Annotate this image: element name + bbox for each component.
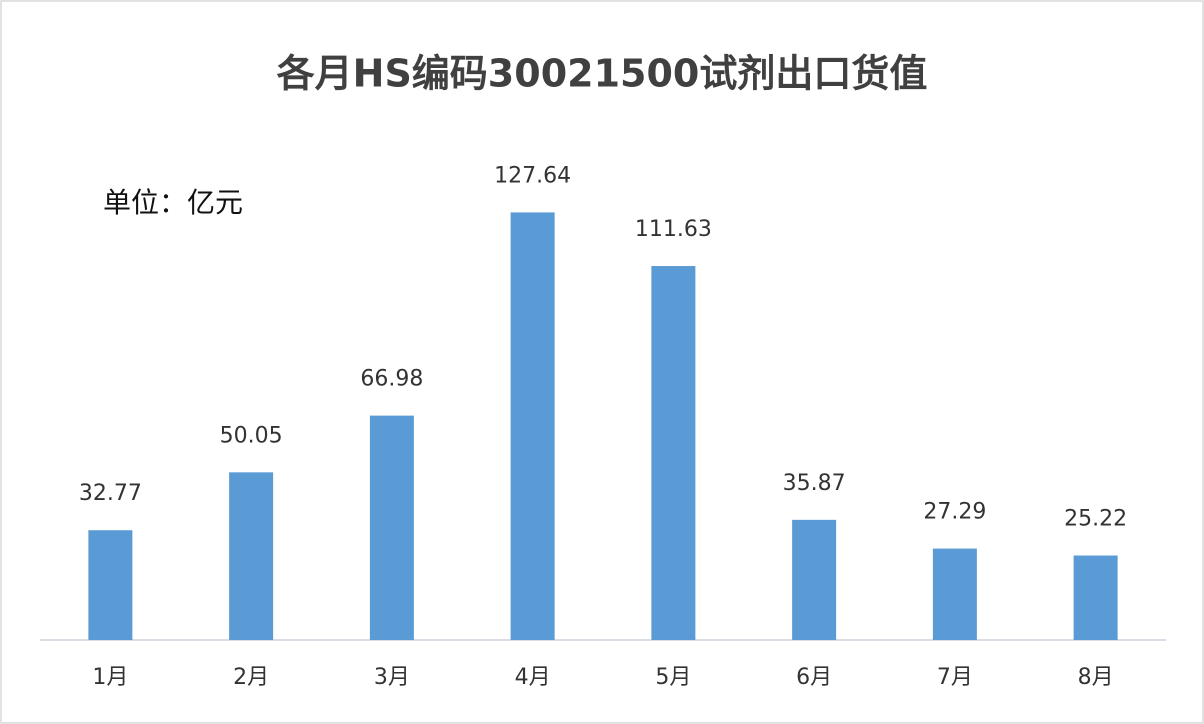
x-tick-label: 8月 [1078, 665, 1114, 690]
x-tick-label: 2月 [233, 665, 269, 690]
x-tick-label: 3月 [374, 665, 410, 690]
data-label: 66.98 [360, 367, 423, 392]
data-label: 111.63 [635, 217, 712, 242]
x-tick-label: 5月 [655, 665, 691, 690]
x-tick-label: 1月 [92, 665, 128, 690]
x-tick-label: 4月 [515, 665, 551, 690]
bar [1073, 555, 1118, 640]
bar [932, 548, 977, 640]
data-label: 27.29 [923, 500, 986, 525]
bar [792, 519, 837, 640]
x-tick-label: 6月 [796, 665, 832, 690]
data-label: 50.05 [220, 423, 283, 448]
x-tick-label: 7月 [937, 665, 973, 690]
bar [369, 415, 414, 640]
data-label: 127.64 [494, 163, 571, 188]
unit-note: 单位：亿元 [103, 186, 243, 219]
chart-title: 各月HS编码30021500试剂出口货值 [277, 52, 928, 96]
bar [229, 472, 274, 640]
bar [88, 530, 133, 640]
data-label: 32.77 [79, 481, 142, 506]
data-label: 35.87 [783, 471, 846, 496]
bar [510, 212, 555, 640]
bar [651, 266, 696, 640]
data-label: 25.22 [1064, 507, 1127, 532]
